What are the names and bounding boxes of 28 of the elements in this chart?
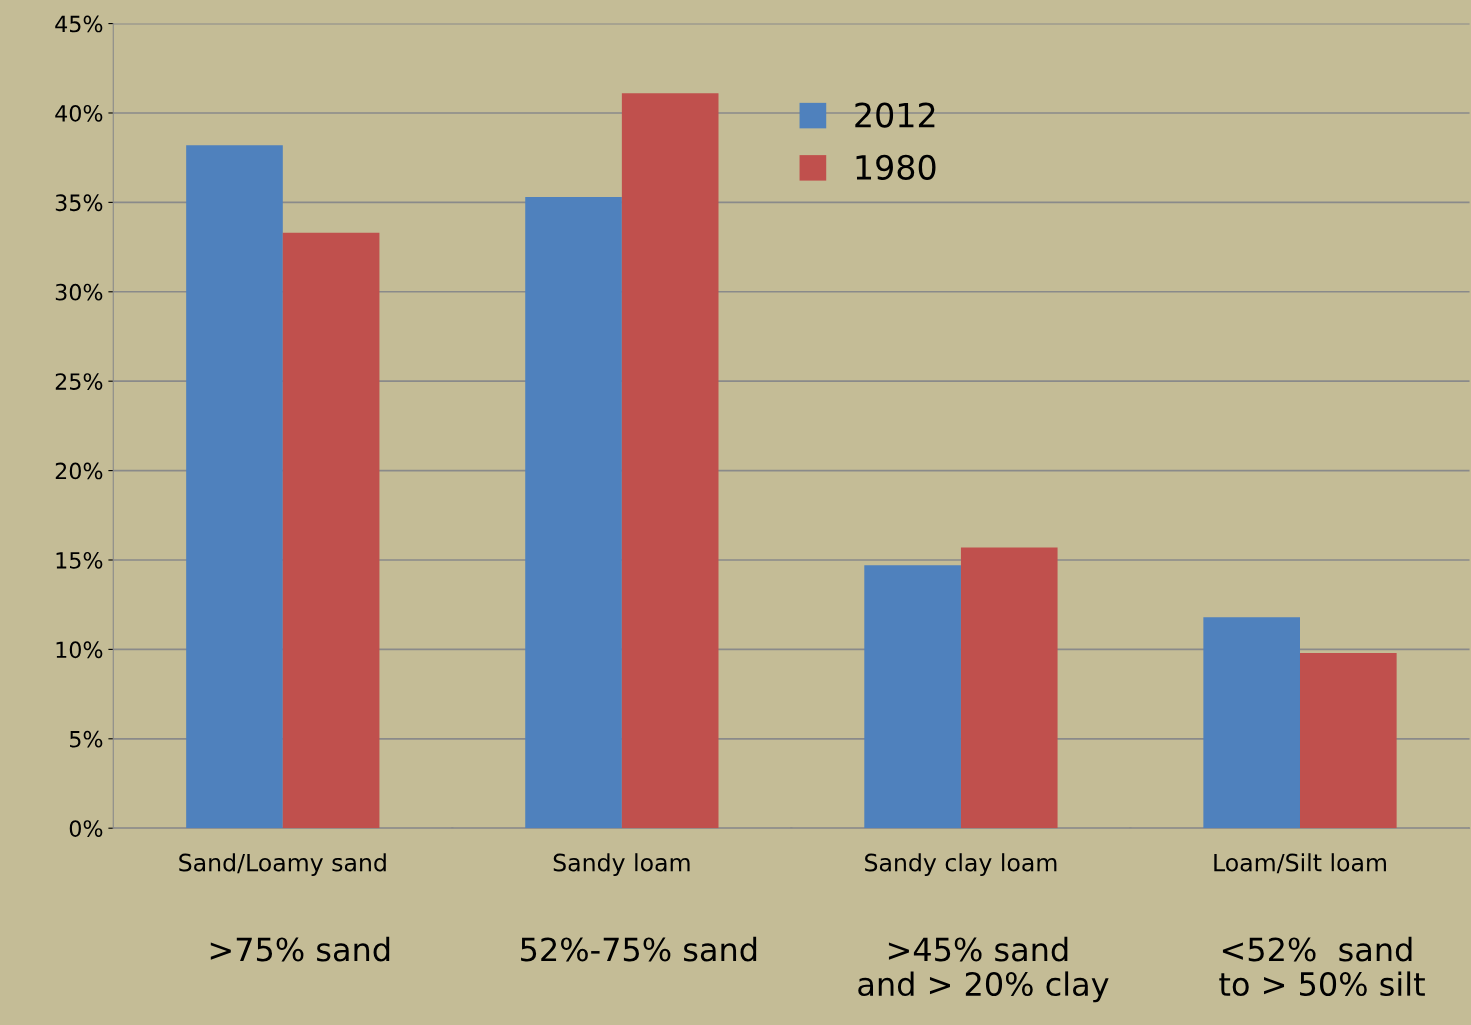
bar [621, 93, 719, 829]
y-tick-label: 20% [55, 462, 103, 480]
x-tick-label: Sand/Loamy sand [179, 853, 386, 877]
text: >45% sand and > 20% clay [858, 936, 1109, 1003]
legend-label: 1980 [856, 154, 936, 180]
y-tick-label: 25% [55, 373, 103, 390]
x-tick-label: Sandy loam [553, 853, 690, 877]
y-tick-label: 10% [56, 641, 103, 659]
y-tick-label: 45% [55, 15, 103, 33]
y-tick-label: 30% [55, 283, 103, 301]
bar [1300, 652, 1397, 829]
y-tick-label: 15% [56, 551, 103, 569]
y-tick-label: 0% [69, 820, 103, 837]
y-tick-label: 35% [55, 194, 103, 212]
bar [282, 232, 380, 829]
x-tick-label: Sandy clay loam [865, 853, 1057, 877]
legend-label: 2012 [855, 102, 935, 128]
y-tick-label: 40% [55, 104, 103, 122]
bar [525, 197, 622, 829]
text: >75% sand [210, 936, 390, 962]
bar [864, 565, 961, 829]
bar [960, 547, 1058, 829]
text: 52%-75% sand [521, 936, 757, 962]
y-tick-label: 5% [70, 730, 103, 748]
bar [186, 145, 283, 829]
text: <52% sand to > 50% silt [1219, 936, 1425, 997]
x-tick-label: Loam/Silt loam [1214, 853, 1386, 874]
bar [1203, 617, 1300, 829]
